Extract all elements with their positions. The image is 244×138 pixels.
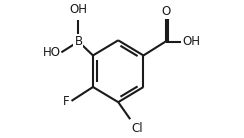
Text: F: F [63,95,70,108]
Text: OH: OH [182,35,200,48]
Text: O: O [161,5,170,18]
Text: HO: HO [42,46,61,59]
Text: Cl: Cl [132,122,143,135]
Text: B: B [74,35,82,48]
Text: OH: OH [70,3,87,16]
